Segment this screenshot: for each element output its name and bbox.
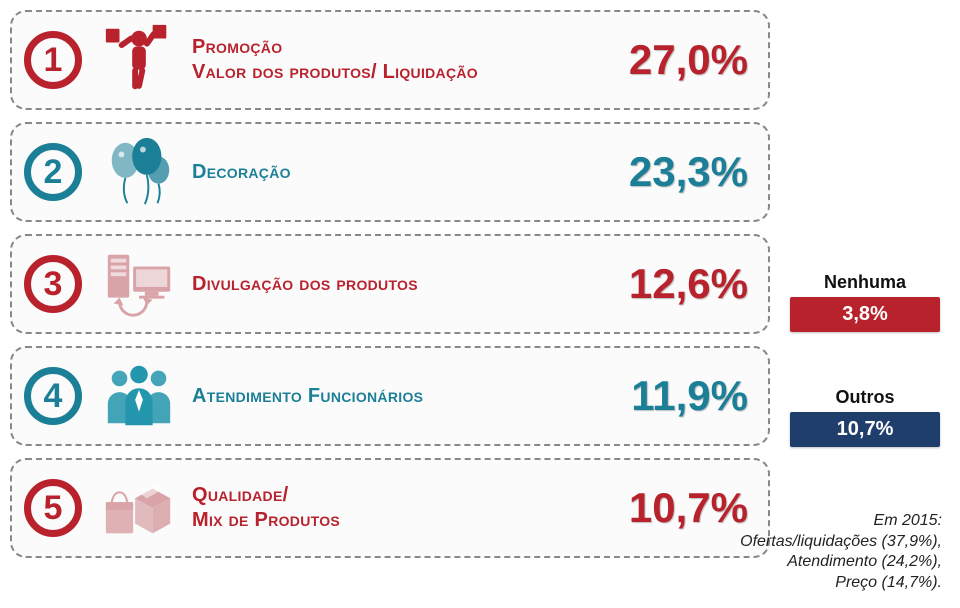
boxes-icon — [100, 472, 178, 544]
rank-badge: 3 — [24, 255, 82, 313]
side-others-label: Outros — [790, 387, 940, 408]
ranked-list: 1 PromoçãoValor dos produtos/ Liquidação… — [10, 10, 770, 558]
footnote-line: Atendimento (24,2%), — [740, 552, 942, 573]
rank-number: 3 — [44, 265, 63, 304]
row-value: 27,0% — [629, 36, 748, 84]
rank-row: 2 Decoração 23,3% — [10, 122, 770, 222]
row-label: Qualidade/Mix de Produtos — [192, 483, 629, 533]
rank-badge: 1 — [24, 31, 82, 89]
row-value: 23,3% — [629, 148, 748, 196]
side-others-value: 10,7% — [790, 412, 940, 447]
side-none-value: 3,8% — [790, 297, 940, 332]
rank-row: 4 Atendimento Funcionários 11,9% — [10, 346, 770, 446]
rank-number: 1 — [44, 41, 63, 80]
row-label: PromoçãoValor dos produtos/ Liquidação — [192, 35, 629, 85]
footnote: Em 2015: Ofertas/liquidações (37,9%), At… — [740, 511, 942, 594]
row-label: Atendimento Funcionários — [192, 384, 631, 409]
shopper-icon — [100, 24, 178, 96]
side-none-label: Nenhuma — [790, 272, 940, 293]
side-none: Nenhuma 3,8% — [790, 272, 940, 332]
rank-number: 5 — [44, 489, 63, 528]
rank-row: 1 PromoçãoValor dos produtos/ Liquidação… — [10, 10, 770, 110]
row-label: Decoração — [192, 160, 629, 185]
side-others: Outros 10,7% — [790, 387, 940, 447]
row-value: 12,6% — [629, 260, 748, 308]
rank-badge: 5 — [24, 479, 82, 537]
rank-number: 2 — [44, 153, 63, 192]
rank-row: 3 Divulgação dos produtos 12,6% — [10, 234, 770, 334]
server-screen-icon — [100, 248, 178, 320]
rank-badge: 4 — [24, 367, 82, 425]
rank-number: 4 — [44, 377, 63, 416]
row-value: 10,7% — [629, 484, 748, 532]
row-value: 11,9% — [631, 372, 748, 420]
footnote-line: Preço (14,7%). — [740, 573, 942, 594]
balloons-icon — [100, 136, 178, 208]
side-column: Nenhuma 3,8% Outros 10,7% — [790, 10, 940, 558]
rank-row: 5 Qualidade/Mix de Produtos 10,7% — [10, 458, 770, 558]
team-icon — [100, 360, 178, 432]
footnote-line: Em 2015: — [740, 511, 942, 532]
row-label: Divulgação dos produtos — [192, 272, 629, 297]
rank-badge: 2 — [24, 143, 82, 201]
footnote-line: Ofertas/liquidações (37,9%), — [740, 532, 942, 553]
